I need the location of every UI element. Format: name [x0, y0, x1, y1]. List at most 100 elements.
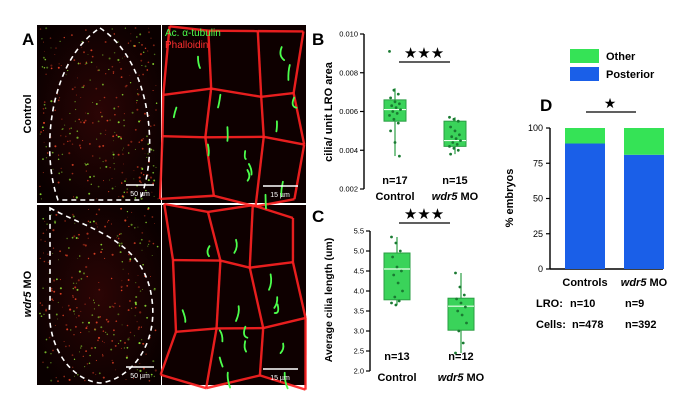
speckle [129, 75, 130, 76]
speckle [143, 52, 145, 54]
speckle [72, 295, 74, 297]
scale-bar-label: 50 µm [130, 373, 150, 380]
speckle [73, 334, 74, 335]
speckle [117, 235, 119, 237]
speckle [111, 223, 112, 224]
speckle [43, 252, 44, 253]
speckle [141, 339, 142, 340]
speckle [74, 376, 75, 377]
speckle [76, 137, 78, 139]
speckle [127, 211, 128, 212]
speckle [51, 298, 53, 300]
speckle [136, 102, 137, 103]
speckle [83, 122, 85, 124]
y-tick-label: 2.5 [354, 347, 364, 356]
speckle [95, 88, 97, 90]
speckle [56, 377, 57, 378]
speckle [138, 141, 140, 143]
chart-cilia-length: Average cilia length (um) ★★★ 2.0 2.5 3.0 3… [323, 206, 485, 384]
data-point [448, 116, 451, 119]
speckle [95, 222, 97, 224]
speckle [119, 136, 120, 137]
speckle [151, 376, 152, 377]
speckle [109, 119, 110, 120]
speckle [94, 347, 96, 349]
data-point [457, 330, 460, 333]
speckle [42, 66, 43, 67]
speckle [111, 305, 113, 307]
speckle [59, 63, 60, 64]
speckle [69, 179, 71, 181]
speckle [68, 305, 70, 307]
speckle [130, 141, 132, 143]
speckle [99, 158, 100, 159]
y-tick-label: 4.0 [354, 287, 364, 296]
speckle [78, 238, 79, 239]
speckle [81, 47, 82, 48]
speckle [108, 69, 109, 70]
speckle [46, 229, 47, 230]
speckle [69, 345, 70, 346]
speckle [154, 223, 155, 224]
speckle [54, 222, 56, 224]
speckle [87, 363, 88, 364]
speckle [122, 58, 123, 59]
scale-bar-label: 50 µm [130, 191, 150, 198]
speckle [74, 314, 75, 315]
speckle [89, 362, 91, 364]
stain-label-phalloidin: Phalloidin [165, 40, 208, 51]
speckle [126, 355, 127, 356]
speckle [62, 315, 64, 317]
speckle [72, 367, 73, 368]
speckle [52, 350, 54, 352]
row-label-control: Control [22, 94, 34, 133]
y-axis-label: % embryos [504, 169, 516, 228]
speckle [138, 326, 140, 328]
speckle [94, 308, 95, 309]
data-point [457, 120, 460, 123]
speckle [145, 48, 146, 49]
speckle [94, 302, 95, 303]
speckle [120, 251, 122, 253]
speckle [146, 157, 147, 158]
speckle [82, 140, 83, 141]
speckle [74, 101, 75, 102]
speckle [112, 178, 113, 179]
speckle [146, 69, 148, 71]
speckle [93, 220, 95, 222]
speckle [153, 44, 155, 46]
micrograph-control-zoom [162, 25, 306, 203]
speckle [98, 209, 100, 211]
speckle [42, 287, 44, 289]
speckle [90, 49, 92, 51]
x-tick-label-text: Control [375, 191, 414, 203]
speckle [102, 354, 103, 355]
table-row-label: Cells: [536, 319, 566, 331]
y-tick-label: 3.0 [354, 327, 364, 336]
speckle [121, 172, 123, 174]
speckle [40, 131, 42, 133]
speckle [109, 57, 111, 59]
speckle [92, 56, 94, 58]
speckle [103, 330, 105, 332]
y-tick-label: 5.0 [354, 247, 364, 256]
speckle [52, 152, 54, 154]
speckle [84, 366, 85, 367]
speckle [60, 41, 61, 42]
speckle [148, 207, 150, 209]
speckle [135, 129, 137, 131]
speckle [139, 33, 141, 35]
speckle [101, 249, 102, 250]
speckle [80, 147, 81, 148]
speckle [81, 87, 82, 88]
speckle [124, 219, 126, 221]
speckle [128, 43, 129, 44]
speckle [89, 221, 91, 223]
speckle [43, 172, 44, 173]
speckle [79, 144, 81, 146]
speckle [42, 361, 44, 363]
speckle [97, 340, 99, 342]
speckle [61, 171, 62, 172]
y-axis-label: cilia/ unit LRO area [323, 61, 335, 162]
speckle [113, 73, 114, 74]
